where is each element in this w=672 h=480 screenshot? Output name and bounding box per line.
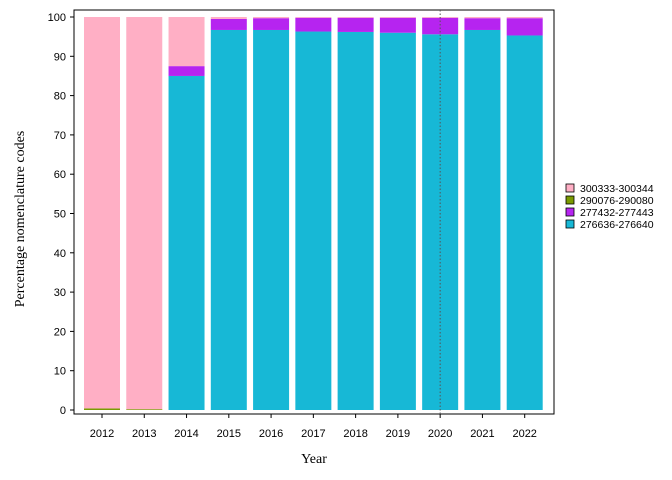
bar-segment-2022-277432-277443: [506, 18, 543, 36]
y-axis-title: Percentage nomenclature codes: [13, 131, 28, 307]
bar-segment-2021-300333-300344: [464, 17, 501, 19]
legend-label-290076-290080: 290076-290080: [580, 195, 654, 207]
legend-item-290076-290080: 290076-290080: [565, 195, 654, 207]
y-axis: 0 10 20 30 40 50 60 70 80 90 100: [48, 12, 74, 417]
legend-item-276636-276640: 276636-276640: [565, 219, 654, 231]
bar-segment-2022-300333-300344: [506, 17, 543, 19]
bar-segment-2014-277432-277443: [168, 66, 205, 76]
bar-segment-2021-277432-277443: [464, 18, 501, 30]
legend-swatch-277432-277443: [565, 207, 575, 217]
bar-segment-2016-276636-276640: [253, 29, 290, 410]
x-tick-label-2013: 2013: [132, 428, 156, 440]
legend-item-277432-277443: 277432-277443: [565, 207, 654, 219]
y-tick-label-30: 30: [54, 287, 66, 299]
bar-segment-2018-276636-276640: [337, 31, 374, 411]
legend-item-300333-300344: 300333-300344: [565, 183, 654, 195]
x-tick-label-2017: 2017: [301, 428, 325, 440]
bar-segment-2022-276636-276640: [506, 35, 543, 410]
x-tick-label-2015: 2015: [217, 428, 241, 440]
bar-segment-2018-300333-300344: [337, 17, 374, 18]
x-axis-title: Year: [301, 452, 327, 467]
bar-segment-2016-277432-277443: [253, 18, 290, 30]
legend-label-277432-277443: 277432-277443: [580, 207, 654, 219]
y-tick-label-10: 10: [54, 366, 66, 378]
legend: 300333-300344290076-290080277432-2774432…: [565, 183, 654, 231]
bar-segment-2016-300333-300344: [253, 17, 290, 19]
x-tick-label-2021: 2021: [470, 428, 494, 440]
bar-segment-2015-276636-276640: [210, 29, 247, 410]
bar-segment-2015-277432-277443: [210, 18, 247, 30]
y-tick-label-100: 100: [48, 12, 66, 24]
legend-swatch-276636-276640: [565, 219, 575, 229]
bar-segment-2012-290076-290080: [84, 408, 120, 410]
y-tick-label-80: 80: [54, 91, 66, 103]
x-tick-label-2016: 2016: [259, 428, 283, 440]
y-tick-label-60: 60: [54, 169, 66, 181]
y-tick-label-50: 50: [54, 209, 66, 221]
legend-label-300333-300344: 300333-300344: [580, 183, 654, 195]
x-tick-label-2014: 2014: [174, 428, 198, 440]
legend-label-276636-276640: 276636-276640: [580, 219, 654, 231]
x-tick-label-2022: 2022: [512, 428, 536, 440]
bars-group: [84, 17, 543, 411]
bar-segment-2021-276636-276640: [464, 29, 501, 410]
bar-segment-2013-290076-290080: [126, 409, 163, 410]
bar-segment-2014-276636-276640: [168, 75, 205, 410]
bar-segment-2017-277432-277443: [295, 17, 332, 32]
y-tick-label-40: 40: [54, 248, 66, 260]
bar-segment-2014-300333-300344: [168, 17, 205, 67]
x-tick-label-2018: 2018: [343, 428, 367, 440]
bar-segment-2017-276636-276640: [295, 31, 332, 410]
y-tick-label-90: 90: [54, 51, 66, 63]
legend-swatch-290076-290080: [565, 195, 575, 205]
bar-segment-2018-277432-277443: [337, 17, 374, 32]
bar-segment-2020-277432-277443: [422, 17, 459, 35]
bar-segment-2019-277432-277443: [379, 17, 416, 33]
y-tick-label-70: 70: [54, 130, 66, 142]
bar-segment-2012-300333-300344: [84, 17, 120, 409]
bar-segment-2013-300333-300344: [126, 17, 163, 410]
x-tick-label-2012: 2012: [90, 428, 114, 440]
y-tick-label-0: 0: [60, 405, 66, 417]
x-tick-label-2020: 2020: [428, 428, 452, 440]
bar-segment-2019-300333-300344: [379, 17, 416, 18]
x-axis: 2012 2013 2014 2015 2016 2017 2018 2019 2020 2021…: [90, 414, 537, 440]
bar-segment-2017-300333-300344: [295, 17, 332, 18]
legend-swatch-300333-300344: [565, 183, 575, 193]
bar-segment-2015-300333-300344: [210, 17, 247, 19]
y-tick-label-20: 20: [54, 326, 66, 338]
bar-segment-2019-276636-276640: [379, 32, 416, 410]
x-tick-label-2019: 2019: [386, 428, 410, 440]
